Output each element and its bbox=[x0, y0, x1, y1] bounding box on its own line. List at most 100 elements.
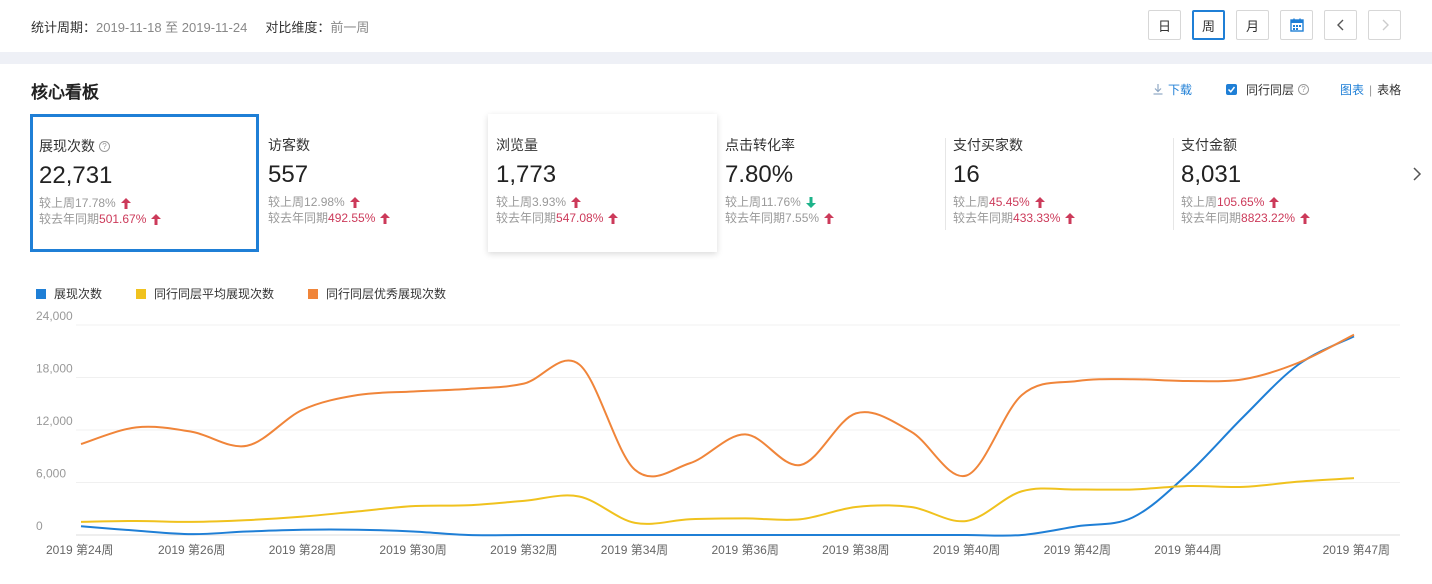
help-icon[interactable]: ? bbox=[1298, 84, 1310, 95]
x-tick-label: 2019 第44周 bbox=[1154, 543, 1221, 557]
y-tick-label: 18,000 bbox=[36, 362, 73, 376]
y-tick-label: 24,000 bbox=[36, 309, 73, 323]
x-tick-label: 2019 第34周 bbox=[601, 543, 668, 557]
view-table-button[interactable]: 表格 bbox=[1377, 83, 1402, 97]
y-tick-label: 0 bbox=[36, 519, 43, 533]
x-tick-label: 2019 第26周 bbox=[158, 543, 225, 557]
metric-card-visitors[interactable]: 访客数 557 较上周 12.98% 较去年同期 492.55% bbox=[260, 114, 489, 252]
series-line-3 bbox=[80, 333, 1355, 478]
year-comparison: 较去年同期 8823.22% bbox=[1181, 210, 1402, 226]
prev-period-button[interactable] bbox=[1324, 10, 1357, 40]
week-comparison: 较上周 105.65% bbox=[1181, 194, 1402, 210]
y-tick-label: 6,000 bbox=[36, 467, 66, 481]
x-tick-label: 2019 第32周 bbox=[490, 543, 557, 557]
metric-card-pageviews[interactable]: 浏览量 1,773 较上周 3.93% 较去年同期 547.08% bbox=[488, 114, 717, 252]
compare-label: 对比维度： bbox=[265, 20, 331, 35]
arrow-down-icon bbox=[805, 196, 816, 208]
arrow-up-icon bbox=[1269, 196, 1280, 208]
x-tick-label: 2019 第38周 bbox=[822, 543, 889, 557]
chart-legend: 展现次数 同行同层平均展现次数 同行同层优秀展现次数 bbox=[36, 285, 480, 302]
metric-label: 支付金额 bbox=[1181, 137, 1237, 153]
x-tick-label: 2019 第36周 bbox=[711, 543, 778, 557]
top-bar: 统计周期：2019-11-18 至 2019-11-24 对比维度：前一周 日 周… bbox=[0, 0, 1432, 52]
period-label: 统计周期： bbox=[31, 20, 97, 35]
download-label: 下载 bbox=[1168, 83, 1193, 97]
arrow-up-icon bbox=[1065, 212, 1076, 224]
year-comparison: 较去年同期 501.67% bbox=[39, 211, 256, 227]
arrow-up-icon bbox=[1034, 196, 1045, 208]
metric-value: 1,773 bbox=[496, 161, 557, 188]
week-comparison: 较上周 12.98% bbox=[268, 194, 489, 210]
metric-label: 展现次数 bbox=[39, 138, 95, 154]
metric-label: 点击转化率 bbox=[725, 137, 795, 153]
week-comparison: 较上周 45.45% bbox=[953, 194, 1174, 210]
year-comparison: 较去年同期 433.33% bbox=[953, 210, 1174, 226]
arrow-up-icon bbox=[608, 212, 619, 224]
x-tick-label: 2019 第42周 bbox=[1044, 543, 1111, 557]
metric-value: 8,031 bbox=[1181, 161, 1242, 188]
range-day-button[interactable]: 日 bbox=[1148, 10, 1181, 40]
week-comparison: 较上周 3.93% bbox=[496, 194, 717, 210]
peer-toggle[interactable]: 同行同层 ? bbox=[1226, 81, 1310, 98]
y-tick-label: 12,000 bbox=[36, 414, 73, 428]
week-comparison: 较上周 11.76% bbox=[725, 194, 946, 210]
arrow-up-icon bbox=[151, 213, 162, 225]
x-tick-label: 2019 第47周 bbox=[1323, 543, 1390, 557]
x-tick-label: 2019 第24周 bbox=[46, 543, 113, 557]
x-tick-label: 2019 第40周 bbox=[933, 543, 1000, 557]
legend-swatch bbox=[308, 288, 319, 299]
legend-swatch bbox=[136, 288, 147, 299]
arrow-up-icon bbox=[824, 212, 835, 224]
metric-value: 7.80% bbox=[725, 161, 794, 188]
series-line-1 bbox=[80, 335, 1355, 537]
check-icon bbox=[1227, 86, 1236, 93]
metric-value: 22,731 bbox=[39, 162, 113, 189]
metric-card-conversion[interactable]: 点击转化率 7.80% 较上周 11.76% 较去年同期 7.55% bbox=[717, 114, 946, 252]
chevron-left-icon bbox=[1336, 19, 1343, 31]
arrow-up-icon bbox=[1300, 212, 1311, 224]
arrow-up-icon bbox=[571, 196, 582, 208]
metric-card-payment[interactable]: 支付金额 8,031 较上周 105.65% 较去年同期 8823.22% bbox=[1173, 114, 1402, 252]
metric-value: 16 bbox=[953, 161, 980, 188]
metric-label: 浏览量 bbox=[496, 137, 538, 153]
period-info: 统计周期：2019-11-18 至 2019-11-24 对比维度：前一周 bbox=[31, 17, 369, 36]
download-button[interactable]: 下载 bbox=[1153, 81, 1192, 98]
legend-item[interactable]: 同行同层平均展现次数 bbox=[136, 285, 274, 302]
chevron-right-icon bbox=[1382, 19, 1389, 31]
calendar-icon bbox=[1289, 18, 1304, 32]
view-chart-button[interactable]: 图表 bbox=[1340, 83, 1365, 97]
metric-label: 支付买家数 bbox=[953, 137, 1023, 153]
peer-checkbox[interactable] bbox=[1226, 84, 1237, 95]
arrow-up-icon bbox=[349, 196, 360, 208]
year-comparison: 较去年同期 547.08% bbox=[496, 210, 717, 226]
metric-card-buyers[interactable]: 支付买家数 16 较上周 45.45% 较去年同期 433.33% bbox=[945, 114, 1174, 252]
legend-item[interactable]: 同行同层优秀展现次数 bbox=[308, 285, 446, 302]
x-tick-label: 2019 第30周 bbox=[379, 543, 446, 557]
board-title: 核心看板 bbox=[31, 83, 99, 102]
section-divider bbox=[0, 52, 1432, 64]
view-separator: | bbox=[1369, 83, 1373, 97]
year-comparison: 较去年同期 492.55% bbox=[268, 210, 489, 226]
download-icon bbox=[1153, 84, 1163, 95]
range-week-button[interactable]: 周 bbox=[1192, 10, 1225, 40]
week-comparison: 较上周 17.78% bbox=[39, 195, 256, 211]
arrow-up-icon bbox=[380, 212, 391, 224]
next-period-button[interactable] bbox=[1368, 10, 1401, 40]
legend-swatch bbox=[36, 288, 46, 299]
period-value: 2019-11-18 至 2019-11-24 bbox=[96, 20, 248, 35]
metric-value: 557 bbox=[268, 161, 309, 188]
help-icon[interactable]: ? bbox=[99, 140, 110, 152]
compare-value: 前一周 bbox=[330, 20, 370, 35]
arrow-up-icon bbox=[120, 197, 131, 209]
x-tick-label: 2019 第28周 bbox=[269, 543, 336, 557]
metric-label: 访客数 bbox=[268, 137, 310, 153]
range-month-button[interactable]: 月 bbox=[1236, 10, 1269, 40]
year-comparison: 较去年同期 7.55% bbox=[725, 210, 946, 226]
calendar-button[interactable] bbox=[1280, 10, 1313, 40]
metric-card-impressions[interactable]: 展现次数? 22,731 较上周 17.78% 较去年同期 501.67% bbox=[30, 114, 259, 252]
chevron-right-icon[interactable] bbox=[1410, 165, 1424, 183]
view-toggle: 图表 | 表格 bbox=[1340, 81, 1401, 98]
legend-item[interactable]: 展现次数 bbox=[36, 285, 102, 302]
series-line-2 bbox=[80, 477, 1355, 525]
impressions-line-chart: 0 6,000 12,000 18,000 24,000 2019 第24周 2019 第2… bbox=[36, 309, 1400, 557]
